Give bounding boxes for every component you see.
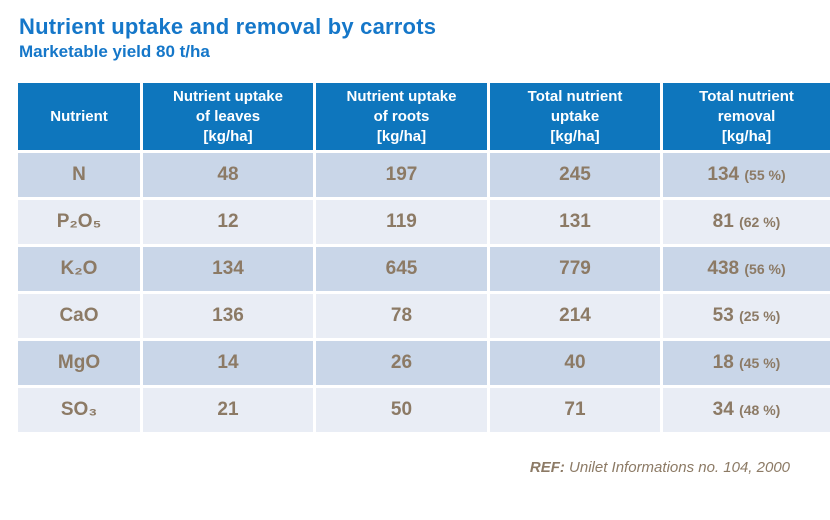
table-row-so3: SO₃ 21 50 71 34 (48 %) bbox=[18, 388, 830, 433]
leaves-cell: 12 bbox=[143, 200, 313, 245]
roots-cell: 645 bbox=[316, 247, 487, 292]
col-header-total-uptake: Total nutrient uptake [kg/ha] bbox=[490, 83, 660, 151]
roots-cell: 197 bbox=[316, 153, 487, 198]
leaves-cell: 21 bbox=[143, 388, 313, 433]
removal-percent: (48 %) bbox=[739, 402, 781, 419]
reference-note: REF: Unilet Informations no. 104, 2000 bbox=[15, 459, 815, 476]
page-title: Nutrient uptake and removal by carrots bbox=[19, 14, 437, 39]
removal-cell: 81 (62 %) bbox=[663, 200, 830, 245]
removal-cell: 18 (45 %) bbox=[663, 341, 830, 386]
col-header-uptake-leaves: Nutrient uptake of leaves [kg/ha] bbox=[143, 83, 313, 151]
col-header-nutrient: Nutrient bbox=[18, 83, 140, 151]
leaves-cell: 134 bbox=[143, 247, 313, 292]
col-header-total-removal: Total nutrient removal [kg/ha] bbox=[663, 83, 830, 151]
removal-percent: (56 %) bbox=[744, 261, 786, 278]
removal-percent: (45 %) bbox=[739, 355, 781, 372]
removal-value: 81 bbox=[712, 211, 734, 233]
roots-cell: 119 bbox=[316, 200, 487, 245]
table-row-n: N 48 197 245 134 (55 %) bbox=[18, 153, 830, 198]
removal-cell: 438 (56 %) bbox=[663, 247, 830, 292]
col-header-uptake-roots: Nutrient uptake of roots [kg/ha] bbox=[316, 83, 487, 151]
nutrient-cell: MgO bbox=[18, 341, 140, 386]
removal-value: 34 bbox=[712, 399, 734, 421]
roots-cell: 78 bbox=[316, 294, 487, 339]
nutrient-cell: N bbox=[18, 153, 140, 198]
leaves-cell: 136 bbox=[143, 294, 313, 339]
total-cell: 131 bbox=[490, 200, 660, 245]
roots-cell: 26 bbox=[316, 341, 487, 386]
removal-cell: 134 (55 %) bbox=[663, 153, 830, 198]
removal-cell: 53 (25 %) bbox=[663, 294, 830, 339]
removal-value: 53 bbox=[712, 305, 734, 327]
leaves-cell: 48 bbox=[143, 153, 313, 198]
table-row-k2o: K₂O 134 645 779 438 (56 %) bbox=[18, 247, 830, 292]
leaves-cell: 14 bbox=[143, 341, 313, 386]
table-row-p2o5: P₂O₅ 12 119 131 81 (62 %) bbox=[18, 200, 830, 245]
removal-percent: (55 %) bbox=[744, 167, 786, 184]
table-header-row: Nutrient Nutrient uptake of leaves [kg/h… bbox=[18, 83, 830, 151]
table-row-cao: CaO 136 78 214 53 (25 %) bbox=[18, 294, 830, 339]
nutrient-cell: K₂O bbox=[18, 247, 140, 292]
total-cell: 779 bbox=[490, 247, 660, 292]
ref-text: Unilet Informations no. 104, 2000 bbox=[564, 459, 790, 477]
total-cell: 71 bbox=[490, 388, 660, 433]
total-cell: 40 bbox=[490, 341, 660, 386]
nutrient-cell: CaO bbox=[18, 294, 140, 339]
table-row-mgo: MgO 14 26 40 18 (45 %) bbox=[18, 341, 830, 386]
removal-value: 134 bbox=[707, 164, 740, 186]
nutrient-cell: SO₃ bbox=[18, 388, 140, 433]
removal-value: 18 bbox=[712, 352, 734, 374]
removal-value: 438 bbox=[707, 258, 740, 280]
nutrient-table: Nutrient Nutrient uptake of leaves [kg/h… bbox=[15, 80, 830, 435]
total-cell: 214 bbox=[490, 294, 660, 339]
removal-percent: (25 %) bbox=[739, 308, 781, 325]
removal-percent: (62 %) bbox=[739, 214, 781, 231]
page-subtitle: Marketable yield 80 t/ha bbox=[19, 42, 210, 61]
ref-label: REF: bbox=[529, 459, 565, 477]
removal-cell: 34 (48 %) bbox=[663, 388, 830, 433]
total-cell: 245 bbox=[490, 153, 660, 198]
nutrient-cell: P₂O₅ bbox=[18, 200, 140, 245]
roots-cell: 50 bbox=[316, 388, 487, 433]
